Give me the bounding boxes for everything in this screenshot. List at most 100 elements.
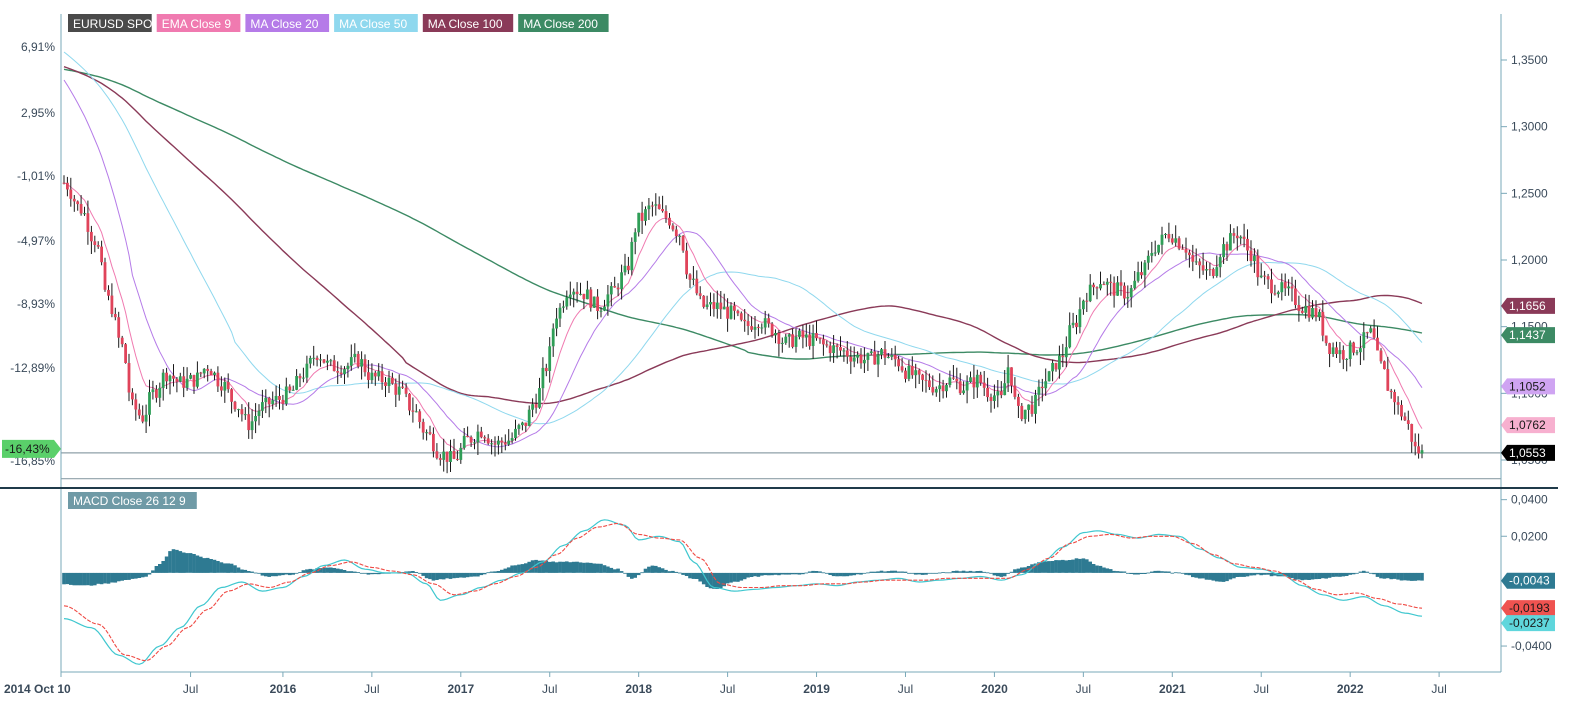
price-bar-body (671, 225, 675, 230)
macd-histogram-bar (151, 570, 155, 573)
value-tag-label: -0,0043 (1509, 574, 1550, 588)
left-tick-label: -12,89% (10, 361, 55, 375)
price-bar-body (678, 235, 682, 237)
macd-histogram-bar (1208, 572, 1212, 580)
macd-histogram-bar (462, 572, 466, 578)
price-bar-body (1249, 250, 1253, 261)
macd-histogram-bar (62, 572, 66, 585)
macd-histogram-bar (161, 561, 165, 573)
macd-histogram-bar (541, 560, 545, 573)
price-bar-body (247, 414, 251, 431)
macd-histogram-bar (366, 572, 371, 575)
price-bar-body (538, 388, 541, 408)
macd-histogram-bar (626, 572, 631, 577)
price-bar-body (62, 182, 66, 184)
macd-histogram-bar (1191, 572, 1195, 578)
macd-histogram-bar (356, 572, 360, 573)
macd-histogram-bar (965, 571, 969, 573)
macd-histogram-bar (1341, 572, 1346, 577)
macd-histogram-bar (886, 571, 891, 573)
macd-histogram-bar (130, 572, 135, 579)
macd-histogram-bar (1392, 572, 1397, 579)
macd-histogram-bar (674, 571, 679, 573)
macd-histogram-bar (681, 572, 685, 575)
macd-histogram-bar (219, 562, 224, 573)
price-bar-body (196, 372, 199, 387)
price-bar-body (1153, 252, 1157, 254)
x-tick-label: Jul (542, 682, 557, 696)
price-bar-body (705, 304, 709, 307)
value-tag (1501, 417, 1555, 434)
price-bar-body (469, 437, 473, 443)
price-bar-body (784, 336, 788, 343)
price-bar-body (1198, 261, 1202, 266)
macd-histogram-bar (582, 562, 586, 573)
macd-legend-label: MACD Close 26 12 9 (73, 494, 186, 508)
price-bar-body (876, 354, 880, 365)
macd-histogram-bar (69, 572, 73, 585)
price-bar-body (1270, 279, 1273, 294)
macd-histogram-bar (807, 571, 812, 573)
macd-histogram-bar (1303, 572, 1308, 580)
price-bar-body (633, 232, 637, 242)
value-tag-label: 1,1437 (1509, 328, 1546, 342)
macd-histogram-bar (797, 572, 802, 575)
macd-histogram-bar (332, 568, 336, 573)
macd-tick-label: 0,0200 (1511, 529, 1548, 543)
price-bar-body (329, 360, 333, 362)
macd-histogram-bar (722, 572, 726, 587)
price-bar-body (1136, 272, 1140, 281)
price-bar-body (456, 458, 459, 460)
price-bar-body (1013, 385, 1017, 397)
x-tick-label: Jul (1431, 682, 1446, 696)
macd-histogram-bar (1249, 572, 1253, 576)
macd-histogram-bar (671, 570, 675, 573)
macd-histogram-bar (1266, 572, 1270, 575)
macd-histogram-bar (205, 557, 210, 573)
price-bar-body (880, 349, 883, 355)
price-bar-body (1044, 381, 1048, 389)
price-bar-body (510, 438, 514, 441)
price-bar-body (326, 360, 329, 363)
price-bar-body (702, 295, 706, 307)
price-bar-body (1184, 249, 1188, 253)
price-bar-body (1304, 305, 1308, 313)
macd-histogram-bar (322, 567, 326, 573)
price-bar-body (620, 272, 623, 290)
price-bar-body (651, 205, 654, 207)
price-bar-body (1102, 284, 1106, 286)
price-bar-body (1006, 367, 1010, 384)
macd-histogram-bar (246, 571, 251, 573)
macd-histogram-bar (1112, 570, 1116, 573)
price-bar-body (503, 442, 507, 445)
macd-histogram-bar (1242, 572, 1246, 577)
macd-histogram-bar (448, 572, 453, 579)
macd-histogram-bar (1262, 572, 1267, 575)
macd-histogram-bar (1396, 572, 1400, 580)
price-bar-body (609, 286, 613, 295)
price-bar-body (989, 397, 993, 401)
macd-histogram-bar (1273, 572, 1277, 576)
macd-histogram-bar (725, 572, 730, 584)
price-bar-body (544, 367, 548, 372)
price-bar-body (1201, 265, 1205, 271)
macd-histogram-bar (698, 572, 702, 582)
macd-histogram-bar (1286, 572, 1291, 578)
price-bar-body (589, 289, 593, 308)
price-bar-body (592, 296, 596, 308)
price-bar-body (910, 366, 914, 376)
macd-histogram-bar (1235, 572, 1240, 577)
price-bar-body (938, 385, 942, 390)
price-bar-body (113, 314, 117, 318)
price-bar-body (261, 402, 264, 411)
price-bar-body (442, 451, 446, 460)
macd-histogram-bar (72, 572, 77, 586)
macd-histogram-bar (1057, 560, 1062, 573)
macd-histogram-bar (660, 568, 665, 573)
macd-histogram-bar (787, 572, 791, 575)
macd-histogram-bar (828, 572, 832, 575)
macd-histogram-bar (1167, 571, 1171, 573)
price-bar-body (438, 458, 442, 460)
macd-histogram-bar (181, 552, 186, 573)
price-bar-body (79, 204, 83, 214)
